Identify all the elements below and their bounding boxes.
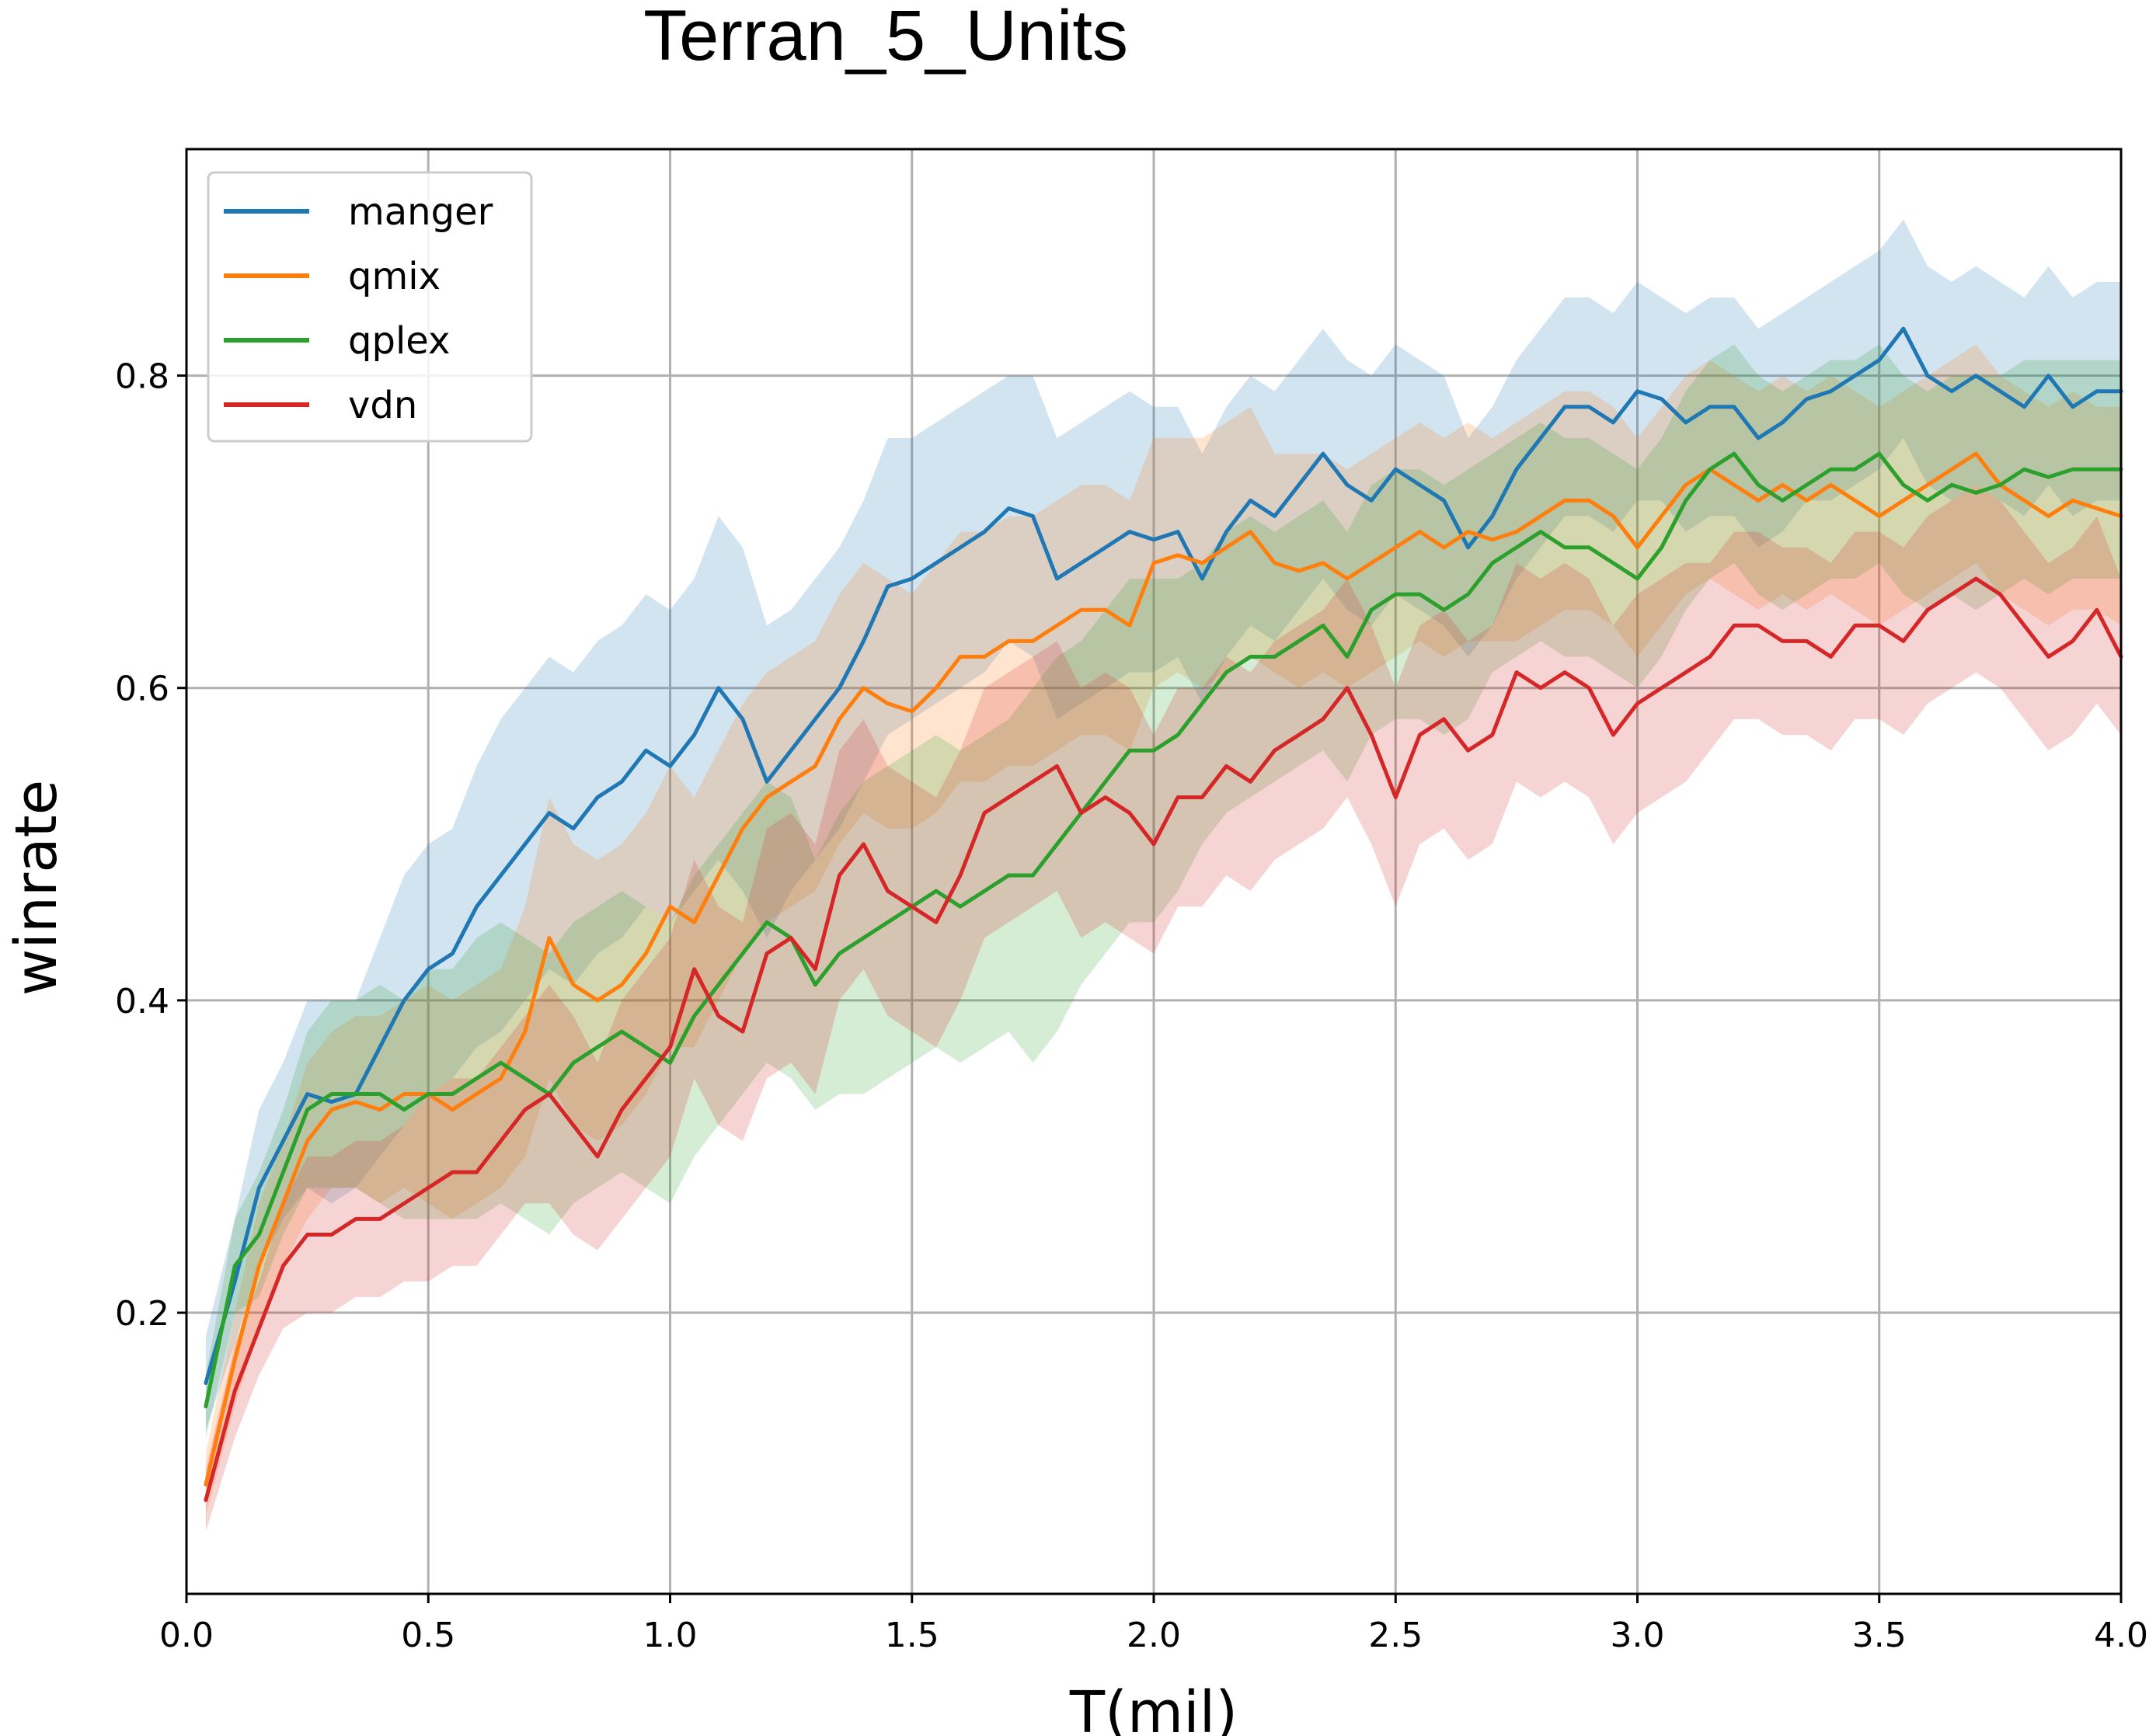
x-tick-label: 3.0 <box>1611 1616 1665 1655</box>
vdn-line <box>204 576 2123 1502</box>
chart-title: Terran_5_Units <box>643 0 1128 75</box>
axis-ticks: 0.0 0.5 1.0 1.5 2.0 2.5 3.0 3.5 4.0 0.2 0.4 0.6 0.8 <box>115 357 2148 1655</box>
x-tick-label: 2.5 <box>1368 1616 1423 1655</box>
legend-label: vdn <box>348 384 417 427</box>
x-tick-label: 3.5 <box>1852 1616 1907 1655</box>
confidence-bands <box>205 219 2122 1532</box>
x-axis-label: T(mil) <box>1069 1679 1238 1736</box>
manger-band <box>205 219 2122 1430</box>
legend-label: qplex <box>348 319 450 363</box>
x-tick-label: 1.5 <box>885 1616 939 1655</box>
qplex-band <box>205 344 2122 1438</box>
legend-label: manger <box>348 190 493 234</box>
legend: manger qmix qplex vdn <box>207 171 533 443</box>
x-tick-label: 2.0 <box>1127 1616 1181 1655</box>
x-tick-label: 1.0 <box>643 1616 698 1655</box>
y-axis-label: winrate <box>3 780 70 996</box>
grid <box>185 149 2123 1594</box>
series-lines <box>204 326 2123 1502</box>
qmix-line <box>204 451 2123 1487</box>
qplex-line <box>204 451 2123 1409</box>
x-tick-label: 4.0 <box>2094 1616 2148 1655</box>
legend-box <box>207 171 533 443</box>
x-tick-label: 0.5 <box>401 1616 455 1655</box>
y-tick-label: 0.4 <box>115 982 169 1021</box>
y-tick-label: 0.6 <box>115 670 169 709</box>
y-tick-label: 0.2 <box>115 1294 169 1334</box>
legend-label: qmix <box>348 255 441 298</box>
vdn-band <box>205 485 2122 1532</box>
x-tick-label: 0.0 <box>159 1616 214 1655</box>
manger-line <box>204 326 2123 1385</box>
y-tick-label: 0.8 <box>115 357 169 397</box>
qmix-band <box>205 344 2122 1516</box>
